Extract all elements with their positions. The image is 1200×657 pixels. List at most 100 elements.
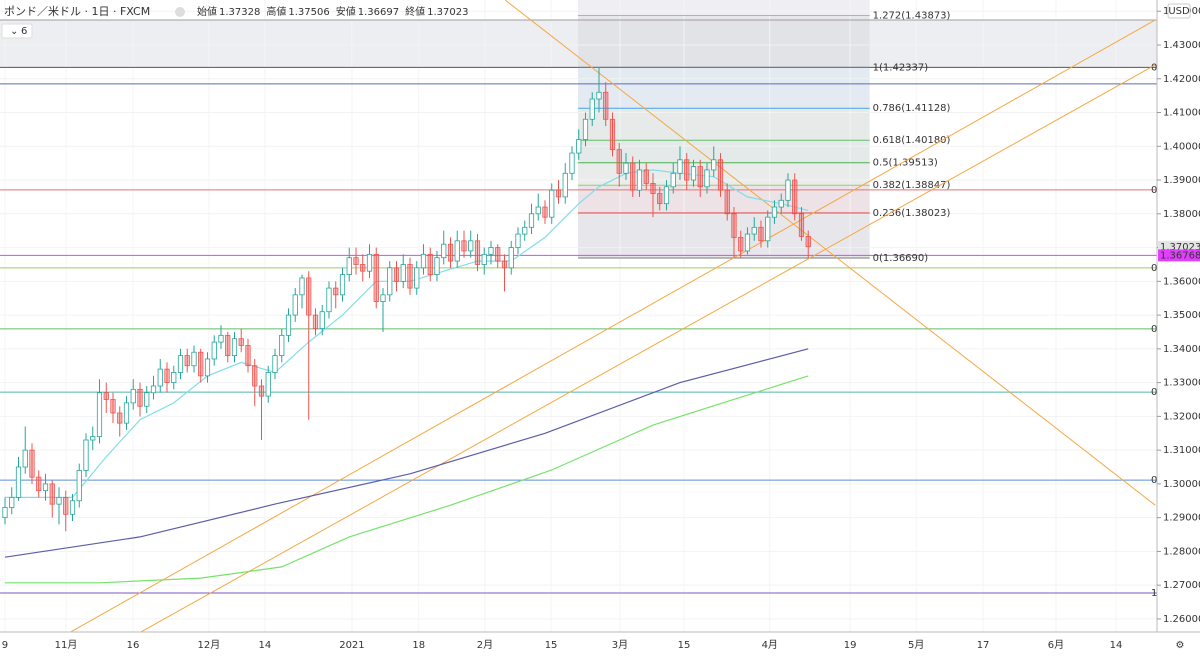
candle-body <box>596 91 602 100</box>
horizontal-line-label: 0 <box>1151 263 1157 274</box>
candle-body <box>150 385 157 394</box>
x-tick-label: 2021 <box>339 640 364 651</box>
candle-body <box>245 345 251 367</box>
candle-body <box>83 439 89 471</box>
x-tick-label: 17 <box>977 640 990 651</box>
candle-body <box>387 267 393 296</box>
currency-button[interactable] <box>1167 3 1191 19</box>
candle-body <box>171 372 177 384</box>
candle-body <box>191 351 197 367</box>
x-tick-label: 14 <box>1110 640 1123 651</box>
candle-body <box>569 152 575 174</box>
candle-body <box>96 392 103 438</box>
candle-body <box>319 311 325 329</box>
candle-body <box>434 257 440 275</box>
x-tick-label: 6月 <box>1048 639 1064 651</box>
price-tag-label: 1.37023 <box>1160 242 1200 253</box>
fib-label: 0(1.36690) <box>873 253 929 264</box>
candle-body <box>231 338 238 357</box>
candle-body <box>137 388 143 407</box>
candle-body <box>643 169 649 184</box>
candle-body <box>522 226 528 235</box>
candle-body <box>393 267 400 282</box>
fib-label: 0.5(1.39513) <box>873 158 938 169</box>
y-tick-label: 1.26000 <box>1163 614 1200 625</box>
candle-body <box>778 199 784 208</box>
candle-body <box>265 372 271 397</box>
ohlc-value: 1.37023 <box>427 7 468 18</box>
symbol-title[interactable]: ポンド／米ドル · 1日 · FXCM <box>4 5 150 18</box>
y-tick-label: 1.32000 <box>1163 411 1200 422</box>
candle-body <box>292 294 298 316</box>
candle-body <box>198 351 204 377</box>
candle-body <box>272 355 278 373</box>
candle-body <box>636 169 643 191</box>
candle-body <box>690 166 697 181</box>
candle-body <box>56 496 62 505</box>
candle-body <box>765 216 771 242</box>
x-tick-label: 16 <box>127 640 140 651</box>
candle-body <box>805 236 811 248</box>
candle-body <box>616 149 622 174</box>
candle-body <box>312 314 319 329</box>
indicator-toggle[interactable] <box>1 23 33 39</box>
candle-body <box>508 247 514 269</box>
ohlc-value: 1.37506 <box>288 7 329 18</box>
y-tick-label: 1.28000 <box>1163 546 1200 557</box>
x-tick-label: 15 <box>678 640 691 651</box>
candle-body <box>177 355 184 373</box>
candle-body <box>339 274 346 296</box>
y-tick-label: 1.40000 <box>1163 141 1200 152</box>
candle-body <box>528 213 535 228</box>
fib-band <box>578 67 870 109</box>
y-tick-label: 1.38000 <box>1163 209 1200 220</box>
fib-band <box>578 213 870 259</box>
fib-label: 0.786(1.41128) <box>873 103 951 114</box>
price-tag-label: 1.36768 <box>1160 250 1200 261</box>
candle-body <box>29 449 35 478</box>
candle-body <box>758 226 764 242</box>
candle-body <box>400 264 406 282</box>
candle-body <box>744 233 751 252</box>
settings-icon[interactable]: ⚙ <box>1176 640 1185 651</box>
plot-area: 0 0. 0 0. 0 0 1 1.272(1.43873) 1(1.42337) 0.786(1… <box>0 0 1161 632</box>
candle-body <box>724 189 730 215</box>
candle-body <box>657 193 663 205</box>
moving-average <box>4 348 809 558</box>
fib-box <box>578 0 870 259</box>
candle-body <box>603 91 609 120</box>
candle-body <box>468 240 474 252</box>
horizontal-line-label: 0. <box>1151 324 1161 335</box>
candle-body <box>15 466 22 498</box>
price-tag <box>1158 249 1200 262</box>
candle-body <box>792 179 798 215</box>
eye-icon[interactable] <box>175 7 185 17</box>
candle-body <box>535 206 541 215</box>
currency[interactable]: USD <box>1168 6 1190 17</box>
y-tick-label: 1.39000 <box>1163 175 1200 186</box>
y-tick-label: 1.35000 <box>1163 310 1200 321</box>
fib-label: 0.236(1.38023) <box>873 208 951 219</box>
candle-body <box>555 189 562 198</box>
candle-body <box>76 469 82 502</box>
candle-body <box>333 287 339 296</box>
fib-band <box>578 108 870 141</box>
candle-body <box>623 162 629 174</box>
candle-body <box>36 476 42 492</box>
candle-body <box>576 139 582 154</box>
candle-body <box>697 166 703 188</box>
candle-body <box>731 213 737 238</box>
candle-body <box>326 287 332 313</box>
candle-body <box>407 264 413 289</box>
candle-body <box>481 253 487 265</box>
y-tick-label: 1.41000 <box>1163 108 1200 119</box>
candle-body <box>589 98 595 120</box>
candle-body <box>501 260 508 269</box>
candle-body <box>441 243 447 259</box>
candle-body <box>454 240 460 262</box>
horizontal-line-label: 0 <box>1151 475 1157 486</box>
candle-body <box>542 206 548 218</box>
y-tick-label: 1.34000 <box>1163 344 1200 355</box>
candle-body <box>225 334 231 357</box>
